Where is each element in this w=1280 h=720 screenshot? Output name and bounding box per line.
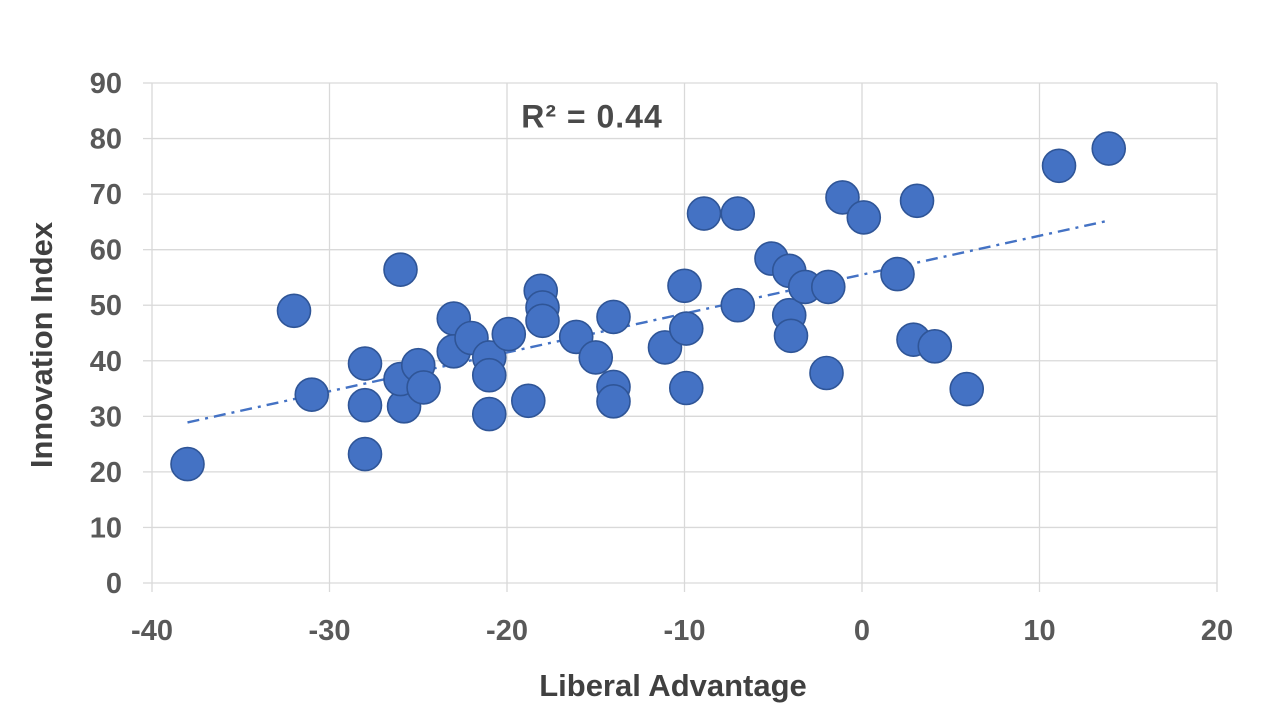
y-tick-label: 60: [90, 235, 122, 267]
x-tick-label: 10: [1023, 615, 1055, 647]
x-tick-label: 20: [1201, 615, 1233, 647]
data-point: [917, 329, 953, 364]
data-point: [1091, 131, 1127, 166]
y-tick-label: 70: [90, 179, 122, 211]
y-axis-title: Innovation Index: [24, 221, 59, 469]
data-point: [170, 446, 205, 482]
data-point: [686, 196, 722, 231]
y-tick-label: 0: [106, 568, 122, 600]
data-point: [596, 299, 631, 335]
y-tick-label: 90: [90, 68, 122, 100]
data-point: [510, 383, 546, 419]
y-tick-label: 10: [90, 512, 122, 544]
data-point: [810, 269, 846, 305]
y-tick-label: 40: [90, 346, 122, 378]
data-point: [668, 370, 704, 406]
data-point: [347, 436, 383, 472]
y-tick-label: 80: [90, 124, 122, 156]
data-point: [720, 196, 756, 231]
data-point: [471, 357, 507, 393]
data-point: [720, 287, 756, 323]
data-point: [1041, 148, 1077, 184]
trendline: [187, 219, 1111, 424]
data-point: [383, 252, 418, 287]
data-point: [491, 316, 527, 352]
x-tick-label: -30: [309, 615, 351, 647]
data-point: [276, 293, 312, 329]
data-point: [347, 387, 383, 423]
data-point: [294, 377, 330, 412]
data-point: [406, 370, 441, 405]
data-point: [880, 256, 915, 292]
data-point: [596, 384, 631, 419]
data-point: [347, 346, 383, 381]
data-point: [773, 318, 809, 354]
data-point: [809, 355, 844, 391]
data-point: [667, 268, 702, 304]
data-point: [825, 180, 860, 215]
y-tick-label: 50: [90, 290, 122, 322]
data-point: [471, 396, 507, 432]
data-point: [949, 371, 985, 407]
r-squared-annotation: R² = 0.44: [521, 98, 663, 135]
x-tick-label: -10: [664, 615, 706, 647]
data-point: [578, 340, 614, 375]
y-tick-label: 20: [90, 457, 122, 489]
x-tick-label: 0: [854, 615, 870, 647]
x-axis-title: Liberal Advantage: [539, 668, 807, 703]
data-point: [899, 183, 935, 219]
y-tick-label: 30: [90, 401, 122, 433]
x-tick-label: -40: [131, 615, 173, 647]
data-point: [525, 303, 560, 339]
data-point: [846, 200, 882, 235]
data-point: [668, 311, 704, 346]
x-tick-label: -20: [486, 615, 528, 647]
